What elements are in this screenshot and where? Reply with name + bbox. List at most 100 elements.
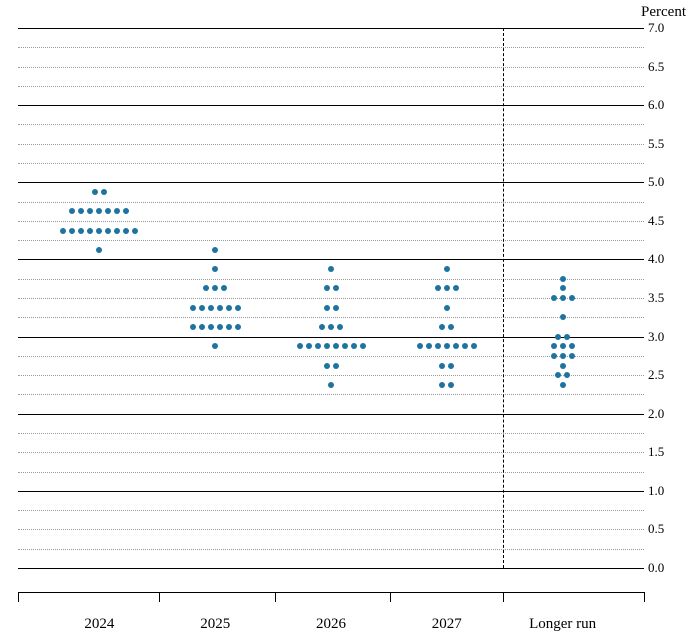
dot [462, 343, 468, 349]
dot [324, 305, 330, 311]
y-tick-label: 4.5 [648, 213, 682, 229]
dot [96, 228, 102, 234]
dot [555, 372, 561, 378]
dot [87, 208, 93, 214]
dot [212, 266, 218, 272]
dot [199, 324, 205, 330]
dot [564, 372, 570, 378]
gridline [18, 240, 644, 241]
dot [87, 228, 93, 234]
x-tick [644, 592, 645, 602]
gridline [18, 472, 644, 473]
dot [569, 295, 575, 301]
y-tick-label: 0.5 [648, 521, 682, 537]
dot [360, 343, 366, 349]
dot [560, 285, 566, 291]
dot [448, 324, 454, 330]
gridline [18, 549, 644, 550]
y-tick-label: 0.0 [648, 560, 682, 576]
gridline [18, 568, 644, 569]
dot [333, 305, 339, 311]
dot [439, 324, 445, 330]
dot [333, 363, 339, 369]
x-tick [503, 592, 504, 602]
x-label: 2026 [316, 616, 346, 633]
dot [426, 343, 432, 349]
dot [212, 247, 218, 253]
x-tick [390, 592, 391, 602]
dot [439, 382, 445, 388]
gridline [18, 394, 644, 395]
gridline [18, 202, 644, 203]
gridline [18, 47, 644, 48]
dot [448, 363, 454, 369]
dot [337, 324, 343, 330]
y-tick-label: 1.5 [648, 444, 682, 460]
dot [96, 208, 102, 214]
dot [551, 343, 557, 349]
dot [105, 228, 111, 234]
y-tick-label: 5.5 [648, 136, 682, 152]
dot [199, 305, 205, 311]
dot [60, 228, 66, 234]
dot [217, 305, 223, 311]
x-tick [275, 592, 276, 602]
dot [444, 343, 450, 349]
dot [342, 343, 348, 349]
dot [78, 228, 84, 234]
dot [190, 305, 196, 311]
dot [114, 208, 120, 214]
dot [319, 324, 325, 330]
dot [105, 208, 111, 214]
dot [444, 266, 450, 272]
gridline [18, 105, 644, 106]
dot [324, 363, 330, 369]
dot [235, 305, 241, 311]
dot [439, 363, 445, 369]
y-tick-label: 6.5 [648, 59, 682, 75]
y-tick-label: 2.0 [648, 406, 682, 422]
x-label: Longer run [529, 616, 596, 633]
gridline [18, 259, 644, 260]
dot [471, 343, 477, 349]
dot [208, 305, 214, 311]
x-label: 2025 [200, 616, 230, 633]
dot [221, 285, 227, 291]
gridline [18, 317, 644, 318]
dot [351, 343, 357, 349]
gridline [18, 510, 644, 511]
dot [212, 285, 218, 291]
dotplot-chart: Percent 0.00.51.01.52.02.53.03.54.04.55.… [0, 0, 700, 642]
gridline [18, 529, 644, 530]
gridline [18, 491, 644, 492]
dot [560, 343, 566, 349]
dot [551, 353, 557, 359]
gridline [18, 124, 644, 125]
dot [333, 343, 339, 349]
gridline [18, 414, 644, 415]
gridline [18, 337, 644, 338]
dot [123, 228, 129, 234]
x-axis: 2024202520262027Longer run [18, 592, 644, 642]
x-axis-line [18, 592, 644, 593]
dot [453, 285, 459, 291]
dot [560, 363, 566, 369]
dot [564, 334, 570, 340]
dot [212, 343, 218, 349]
y-tick-label: 3.0 [648, 329, 682, 345]
gridline [18, 67, 644, 68]
dot [560, 276, 566, 282]
dot [328, 266, 334, 272]
dot [417, 343, 423, 349]
y-tick-label: 5.0 [648, 174, 682, 190]
dot [435, 285, 441, 291]
dot [560, 353, 566, 359]
dot [69, 228, 75, 234]
dot [96, 247, 102, 253]
dot [444, 285, 450, 291]
dot [226, 324, 232, 330]
dot [101, 189, 107, 195]
y-tick-label: 7.0 [648, 20, 682, 36]
dot [208, 324, 214, 330]
gridline [18, 375, 644, 376]
